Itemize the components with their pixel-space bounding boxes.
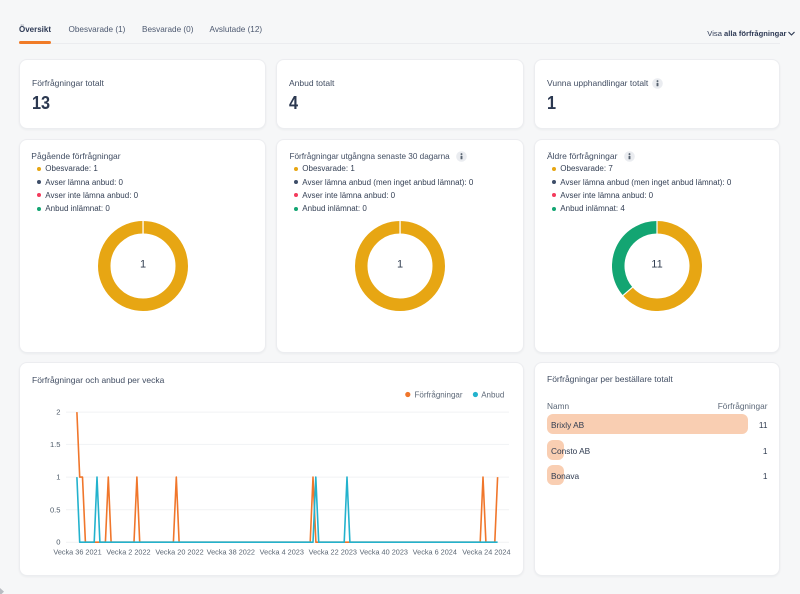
svg-text:Vecka 40 2023: Vecka 40 2023 bbox=[360, 547, 408, 556]
svg-text:0: 0 bbox=[56, 538, 60, 547]
svg-text:0.5: 0.5 bbox=[50, 505, 61, 514]
svg-text:1: 1 bbox=[56, 473, 60, 482]
svg-text:1.5: 1.5 bbox=[50, 440, 61, 449]
svg-text:Vecka 36 2021: Vecka 36 2021 bbox=[53, 547, 101, 556]
svg-text:Vecka 2 2022: Vecka 2 2022 bbox=[106, 547, 150, 556]
svg-text:Anbud: Anbud bbox=[481, 390, 504, 399]
svg-text:Vecka 38 2022: Vecka 38 2022 bbox=[207, 547, 255, 556]
svg-text:11: 11 bbox=[651, 258, 662, 270]
svg-text:2: 2 bbox=[56, 408, 60, 417]
svg-text:Vecka 4 2023: Vecka 4 2023 bbox=[260, 547, 304, 556]
svg-text:Förfrågningar: Förfrågningar bbox=[415, 390, 463, 399]
svg-text:Vecka 22 2023: Vecka 22 2023 bbox=[309, 547, 357, 556]
svg-text:1: 1 bbox=[140, 258, 146, 270]
svg-text:Vecka 20 2022: Vecka 20 2022 bbox=[155, 547, 203, 556]
svg-text:Vecka 6 2024: Vecka 6 2024 bbox=[413, 547, 457, 556]
svg-text:Vecka 24 2024: Vecka 24 2024 bbox=[462, 547, 510, 556]
svg-text:1: 1 bbox=[397, 258, 403, 270]
